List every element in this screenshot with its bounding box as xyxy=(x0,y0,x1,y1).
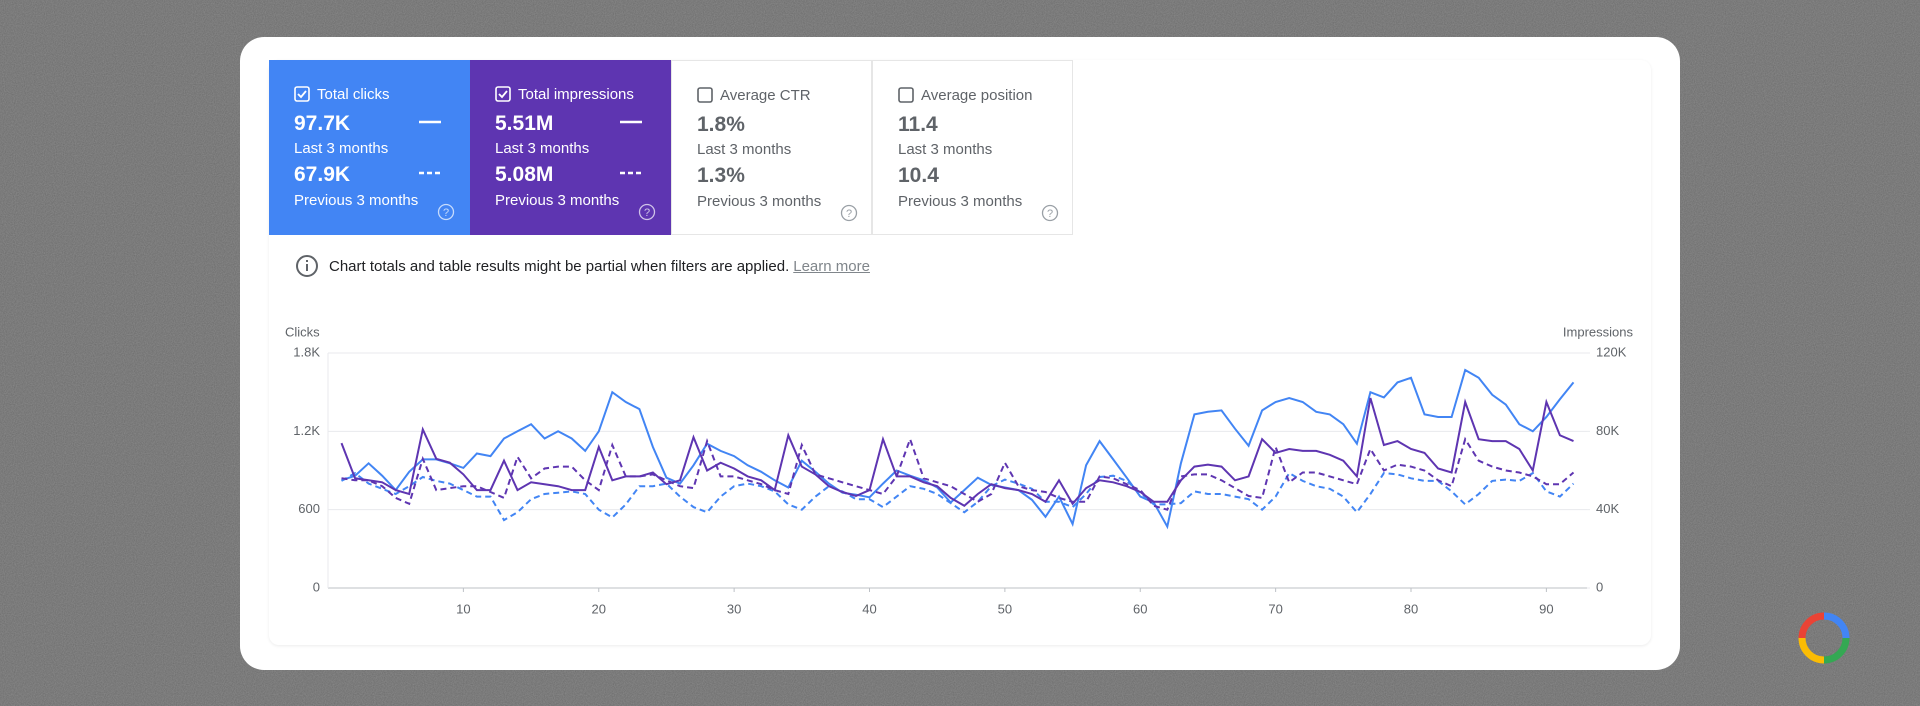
current-period: Last 3 months xyxy=(697,141,792,158)
previous-value: 10.4 xyxy=(898,164,939,187)
y2-tick-label: 80K xyxy=(1596,423,1619,438)
y2-tick-label: 0 xyxy=(1596,579,1603,594)
checkmark xyxy=(498,90,508,99)
metric-label: Total impressions xyxy=(518,86,634,103)
y2-tick-label: 40K xyxy=(1596,501,1619,516)
y-tick-label: 1.2K xyxy=(293,423,320,438)
metric-card[interactable]: Average position 11.4 Last 3 months 10.4 Pre… xyxy=(872,60,1073,235)
current-period: Last 3 months xyxy=(898,141,993,158)
help-mark: ? xyxy=(1047,208,1053,220)
checkbox xyxy=(294,86,310,102)
help-icon: ? xyxy=(638,203,656,221)
previous-period: Previous 3 months xyxy=(294,192,419,209)
checkbox xyxy=(697,87,713,103)
learn-more-link[interactable]: Learn more xyxy=(793,258,870,275)
help-circle xyxy=(840,204,858,222)
x-tick-label: 50 xyxy=(998,601,1012,616)
checkbox-box xyxy=(697,87,713,103)
y-tick-label: 0 xyxy=(313,579,320,594)
metric-label: Average position xyxy=(921,87,1033,104)
current-value: 97.7K xyxy=(294,112,351,135)
x-tick-label: 80 xyxy=(1404,601,1418,616)
previous-value: 1.3% xyxy=(697,164,745,187)
current-value: 11.4 xyxy=(898,113,938,136)
dashed-line xyxy=(341,436,1575,511)
checkmark xyxy=(297,90,307,99)
help-mark: ? xyxy=(644,207,650,219)
x-tick-label: 90 xyxy=(1539,601,1553,616)
help-icon: ? xyxy=(437,203,455,221)
checkbox-box xyxy=(898,87,914,103)
x-tick-label: 20 xyxy=(592,601,606,616)
checkbox xyxy=(898,87,914,103)
help-icon: ? xyxy=(840,204,858,222)
line-legend xyxy=(620,120,642,124)
dashed-line xyxy=(341,471,1575,522)
metric-label: Average CTR xyxy=(720,87,811,104)
help-circle xyxy=(437,203,455,221)
y-tick-label: 600 xyxy=(298,501,320,516)
previous-value: 5.08M xyxy=(495,163,554,186)
info-icon xyxy=(296,255,318,277)
notice-text: Chart totals and table results might be … xyxy=(329,258,790,275)
metric-card[interactable]: Total clicks 97.7K Last 3 months 67.9K Previ… xyxy=(269,60,470,235)
line xyxy=(340,397,1574,508)
checkbox xyxy=(495,86,511,102)
current-value: 5.51M xyxy=(495,112,554,135)
previous-period: Previous 3 months xyxy=(495,192,620,209)
line xyxy=(341,368,1575,530)
current-period: Last 3 months xyxy=(495,140,590,157)
x-tick-label: 70 xyxy=(1268,601,1282,616)
line-legend xyxy=(419,120,441,124)
x-tick-label: 10 xyxy=(456,601,470,616)
help-circle xyxy=(1041,204,1059,222)
metric-card[interactable]: Average CTR 1.8% Last 3 months 1.3% Previous… xyxy=(671,60,872,235)
help-mark: ? xyxy=(846,208,852,220)
help-mark: ? xyxy=(443,207,449,219)
help-icon: ? xyxy=(1041,204,1059,222)
previous-value: 67.9K xyxy=(294,163,351,186)
metric-label: Total clicks xyxy=(317,86,390,103)
y2-axis-title: Impressions xyxy=(1563,324,1634,339)
previous-period: Previous 3 months xyxy=(697,193,822,210)
x-tick-label: 30 xyxy=(727,601,741,616)
help-circle xyxy=(638,203,656,221)
notice: Chart totals and table results might be … xyxy=(296,255,870,277)
checkbox-box xyxy=(294,86,310,102)
current-period: Last 3 months xyxy=(294,140,389,157)
x-tick-label: 60 xyxy=(1133,601,1147,616)
checkbox-box xyxy=(495,86,511,102)
line-legend xyxy=(419,171,441,175)
y2-tick-label: 120K xyxy=(1596,344,1627,359)
y-tick-label: 1.8K xyxy=(293,344,320,359)
line-legend xyxy=(620,171,642,175)
y-axis-title: Clicks xyxy=(285,324,320,339)
current-value: 1.8% xyxy=(697,113,745,136)
x-tick-label: 40 xyxy=(862,601,876,616)
metric-card[interactable]: Total impressions 5.51M Last 3 months 5.08M… xyxy=(470,60,671,235)
previous-period: Previous 3 months xyxy=(898,193,1023,210)
